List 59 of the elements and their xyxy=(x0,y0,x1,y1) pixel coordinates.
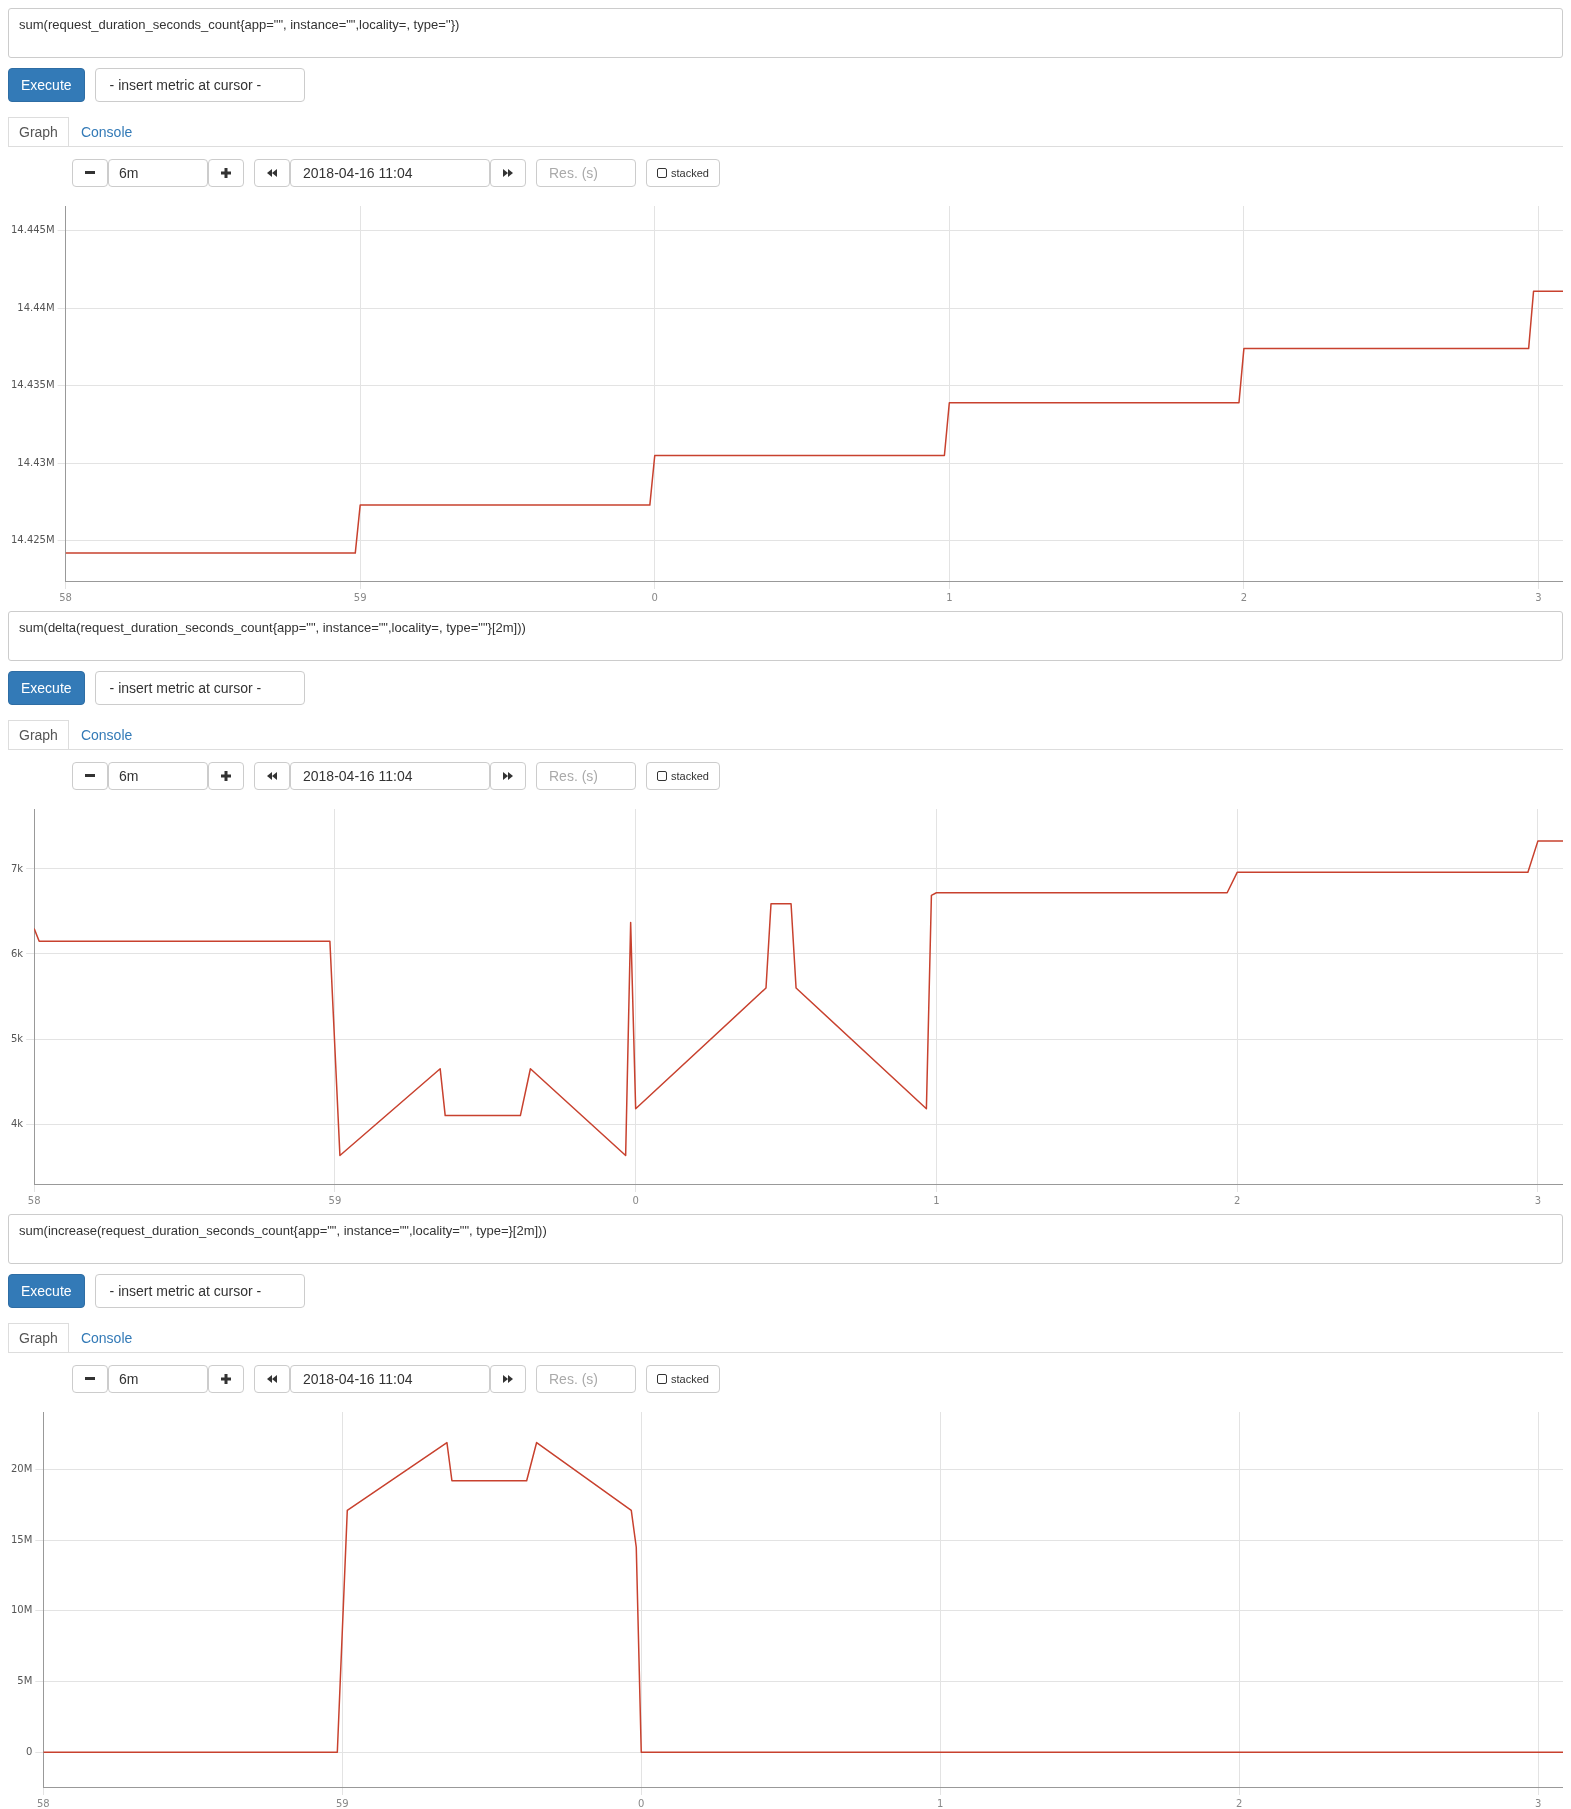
y-tick-label: 15M xyxy=(10,1533,33,1545)
text: Execute xyxy=(8,671,85,705)
text: Console xyxy=(79,726,134,745)
text: 6m xyxy=(108,159,208,187)
text: Graph xyxy=(8,117,69,146)
text: Console xyxy=(79,123,134,142)
x-tick-label: 1 xyxy=(946,591,953,603)
y-tick-label: 6k xyxy=(11,947,24,959)
text: Graph xyxy=(8,720,69,749)
x-tick-label: 59 xyxy=(353,591,367,603)
x-tick-label: 0 xyxy=(651,591,658,603)
y-tick-label: 10M xyxy=(10,1604,33,1616)
text: Console xyxy=(79,1329,134,1348)
text: stacked xyxy=(646,762,720,790)
text: stacked xyxy=(646,159,720,187)
y-tick-label: 14.435M xyxy=(10,379,55,391)
x-tick-label: 58 xyxy=(27,1194,41,1206)
text: Graph xyxy=(8,1323,69,1352)
x-tick-label: 58 xyxy=(36,1797,50,1809)
x-tick-label: 0 xyxy=(632,1194,639,1206)
text: Res. (s) xyxy=(536,159,636,187)
x-tick-label: 3 xyxy=(1535,591,1542,603)
y-tick-label: 5M xyxy=(17,1675,33,1687)
text: 6m xyxy=(108,1365,208,1393)
text: - insert metric at cursor - xyxy=(94,671,305,705)
text: 2018-04-16 11:04 xyxy=(290,762,490,790)
x-tick-label: 1 xyxy=(933,1194,940,1206)
y-tick-label: 14.425M xyxy=(10,534,55,546)
y-tick-label: 7k xyxy=(11,862,24,874)
text: Res. (s) xyxy=(536,1365,636,1393)
text: - insert metric at cursor - xyxy=(94,1274,305,1308)
y-tick-label: 14.445M xyxy=(10,224,55,236)
y-tick-label: 4k xyxy=(11,1117,24,1129)
chart-title: sum(delta(request_duration_seconds_count{app="", instance="",locality=, type=""}[2m])) xyxy=(8,611,1563,661)
y-tick-label: 0 xyxy=(25,1745,33,1757)
text: Res. (s) xyxy=(536,762,636,790)
x-tick-label: 0 xyxy=(638,1797,645,1809)
x-tick-label: 2 xyxy=(1233,1194,1241,1206)
x-tick-label: 1 xyxy=(937,1797,944,1809)
text: 6m xyxy=(108,762,208,790)
y-tick-label: 20M xyxy=(10,1463,33,1475)
x-tick-label: 2 xyxy=(1240,591,1248,603)
text: Execute xyxy=(8,1274,85,1308)
chart-title: sum(increase(request_duration_seconds_count{app="", instance="",locality="", type=}[2m])) xyxy=(8,1214,1563,1264)
text: 2018-04-16 11:04 xyxy=(290,1365,490,1393)
x-tick-label: 59 xyxy=(328,1194,342,1206)
text: 2018-04-16 11:04 xyxy=(290,159,490,187)
x-tick-label: 3 xyxy=(1534,1194,1542,1206)
y-tick-label: 14.44M xyxy=(17,301,55,313)
x-tick-label: 59 xyxy=(335,1797,349,1809)
chart-title: sum(request_duration_seconds_count{app="", instance="",locality=, type=''}) xyxy=(8,8,1563,58)
x-tick-label: 58 xyxy=(59,591,72,603)
y-tick-label: 5k xyxy=(11,1032,24,1044)
x-tick-label: 2 xyxy=(1235,1797,1243,1809)
text: - insert metric at cursor - xyxy=(94,68,305,102)
text: Execute xyxy=(8,68,85,102)
y-tick-label: 14.43M xyxy=(17,456,55,468)
x-tick-label: 3 xyxy=(1534,1797,1542,1809)
text: stacked xyxy=(646,1365,720,1393)
